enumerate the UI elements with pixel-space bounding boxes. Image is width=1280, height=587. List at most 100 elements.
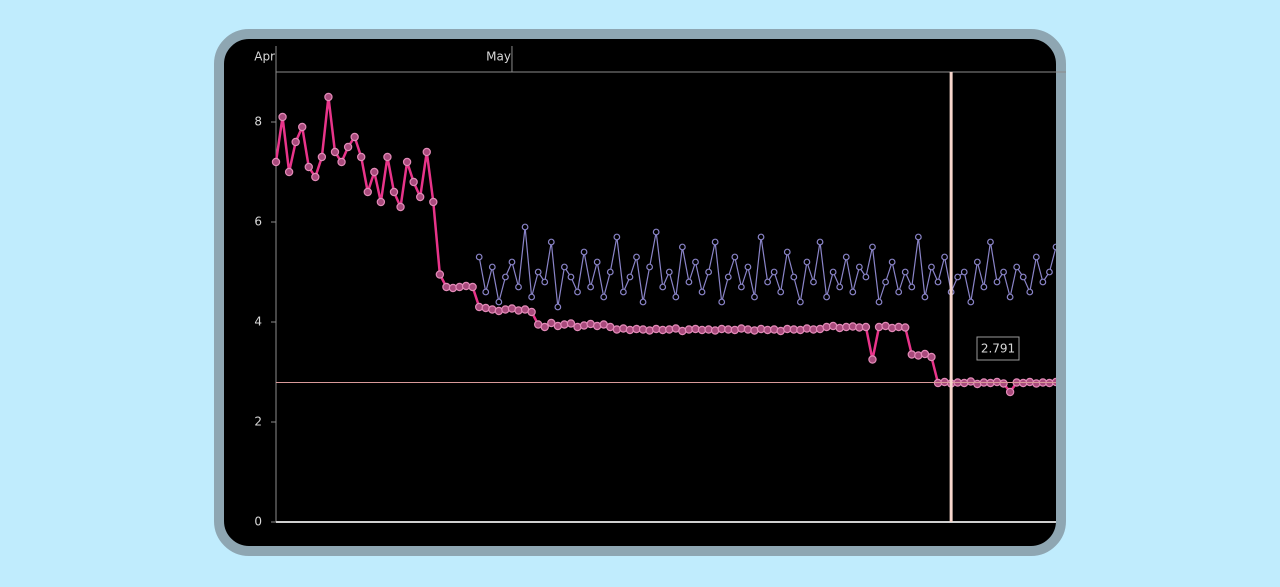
data-point (639, 298, 647, 306)
data-point (357, 152, 366, 162)
data-point (987, 238, 994, 246)
data-point (744, 263, 752, 271)
data-point (317, 152, 327, 162)
y-tick-label: 2 (254, 415, 262, 429)
data-point (659, 283, 667, 291)
data-point (1032, 253, 1040, 261)
data-point (882, 278, 889, 286)
data-point (888, 258, 896, 266)
data-point (502, 273, 509, 281)
data-point (927, 352, 936, 362)
y-tick-label: 6 (254, 215, 262, 229)
data-point (1046, 268, 1053, 276)
data-point (803, 258, 811, 266)
data-point (855, 263, 863, 271)
data-point (652, 228, 660, 236)
data-point (646, 263, 654, 271)
data-point (633, 253, 640, 261)
data-point (429, 197, 438, 207)
data-point (665, 268, 673, 276)
data-point (816, 238, 824, 246)
data-point (435, 270, 445, 279)
data-point (508, 258, 516, 266)
data-point (337, 157, 346, 167)
data-point (566, 319, 576, 328)
data-point (875, 298, 883, 306)
data-point (389, 187, 399, 197)
data-point (862, 273, 870, 281)
data-point (685, 278, 693, 286)
data-point (921, 293, 929, 301)
data-point (999, 379, 1008, 388)
data-point (495, 298, 503, 306)
data-point (475, 253, 483, 261)
data-point (901, 323, 910, 332)
data-point (376, 197, 386, 207)
data-point (861, 322, 871, 332)
data-point (554, 303, 562, 311)
data-point (869, 243, 876, 251)
x-tick-label: May (486, 50, 511, 64)
data-point (914, 233, 922, 241)
data-point (324, 92, 333, 102)
data-point (711, 238, 719, 246)
data-point (842, 253, 850, 261)
data-point (920, 349, 930, 359)
data-point (343, 142, 353, 152)
data-point (527, 307, 536, 317)
data-point (960, 268, 968, 276)
data-point (692, 258, 699, 266)
data-point (534, 268, 542, 276)
data-point (1039, 278, 1047, 286)
data-point (561, 263, 568, 271)
data-point (600, 293, 608, 301)
data-point (737, 283, 745, 291)
data-point (1013, 263, 1021, 271)
crosshair-label: 2.791 (981, 342, 1015, 356)
data-point (849, 288, 857, 296)
data-point (547, 318, 556, 328)
data-point (698, 288, 706, 296)
data-point (304, 162, 313, 172)
data-point (718, 298, 726, 306)
data-point (980, 283, 988, 291)
data-point (895, 288, 903, 296)
data-point (678, 243, 686, 251)
data-point (521, 223, 529, 231)
data-point (416, 192, 425, 202)
data-point (271, 157, 281, 167)
data-point (672, 293, 680, 301)
data-point (515, 283, 522, 291)
data-point (528, 293, 536, 301)
data-point (705, 268, 713, 276)
data-point (928, 263, 935, 271)
data-point (757, 233, 765, 241)
data-point (278, 112, 287, 122)
data-point (311, 172, 320, 182)
data-point (901, 268, 909, 276)
data-point (540, 322, 549, 332)
data-point (790, 273, 798, 281)
data-point (1026, 288, 1034, 296)
data-point (751, 293, 758, 301)
data-point (868, 355, 877, 364)
data-point (363, 187, 372, 197)
data-point (836, 283, 844, 291)
data-point (777, 288, 785, 296)
data-point (724, 273, 732, 281)
data-point (1005, 387, 1015, 397)
x-tick-label: Apr (254, 50, 275, 64)
y-tick-label: 4 (254, 315, 262, 329)
data-point (284, 167, 294, 177)
data-point (941, 253, 948, 261)
data-point (973, 258, 981, 266)
data-point (934, 278, 942, 286)
data-point (783, 248, 791, 256)
data-point (587, 283, 595, 291)
data-point (993, 278, 1001, 286)
data-point (593, 258, 601, 266)
data-point (626, 273, 634, 281)
data-point (1052, 243, 1056, 251)
